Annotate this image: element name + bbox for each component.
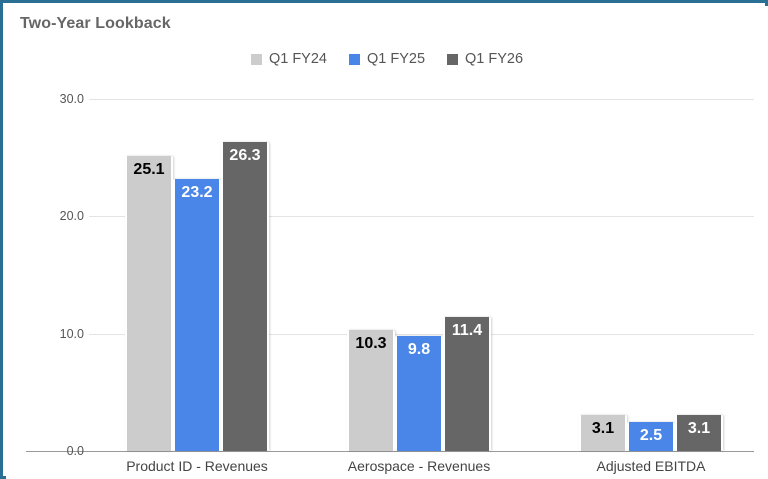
x-axis-tick-label: Product ID - Revenues [126,458,268,474]
gridline [89,333,754,335]
bar[interactable]: 25.1 [125,156,173,451]
gridline [89,216,754,218]
legend-item-label: Q1 FY24 [268,51,327,67]
plot-area: 0.0 10.0 20.0 30.0 25.1 23.2 26.3 Product ID - … [6,6,768,479]
legend-square-swatch [250,53,262,65]
bar-value-label: 10.3 [355,335,387,353]
legend-item[interactable]: Q1 FY24 [250,51,327,67]
legend-item[interactable]: Q1 FY25 [348,51,426,67]
bar[interactable]: 2.5 [627,421,675,451]
bar-value-label: 11.4 [451,322,483,340]
y-axis-tick-label: 10.0 [59,326,84,341]
gridline [89,99,754,100]
bar[interactable]: 23.2 [173,178,221,451]
bar[interactable]: 3.1 [579,414,627,451]
legend-item[interactable]: Q1 FY26 [447,51,523,67]
x-axis-tick-label: Aerospace - Revenues [347,458,491,474]
y-axis-tick-label: 20.0 [59,209,84,224]
chart-title: Two-Year Lookback [20,15,171,32]
axis-baseline [26,451,754,452]
x-axis-tick-label: Adjusted EBITDA [596,458,706,474]
bar-value-label: 3.1 [687,419,711,437]
legend-square-swatch [348,53,360,65]
bar[interactable]: 11.4 [443,317,491,451]
bar[interactable]: 9.8 [395,336,443,451]
bar-value-label: 2.5 [639,426,663,444]
y-axis-tick-label: 0.0 [66,444,84,458]
chart-card: Two-Year Lookback Q1 FY24 Q1 FY25 Q1 FY26 … [6,6,768,479]
bar[interactable]: 3.1 [675,414,723,451]
bar-value-label: 26.3 [229,147,261,165]
y-axis-tick-label: 30.0 [59,92,84,106]
bar-value-label: 9.8 [407,341,431,358]
bar[interactable]: 26.3 [221,142,269,451]
chart-legend: Q1 FY24 Q1 FY25 Q1 FY26 [6,51,768,67]
bar-value-label: 25.1 [133,161,165,179]
legend-square-swatch [447,53,459,65]
legend-item-label: Q1 FY25 [366,51,426,67]
bar[interactable]: 10.3 [347,330,395,451]
bar-value-label: 3.1 [591,419,615,437]
legend-item-label: Q1 FY26 [465,51,524,67]
bar-value-label: 23.2 [181,183,213,201]
